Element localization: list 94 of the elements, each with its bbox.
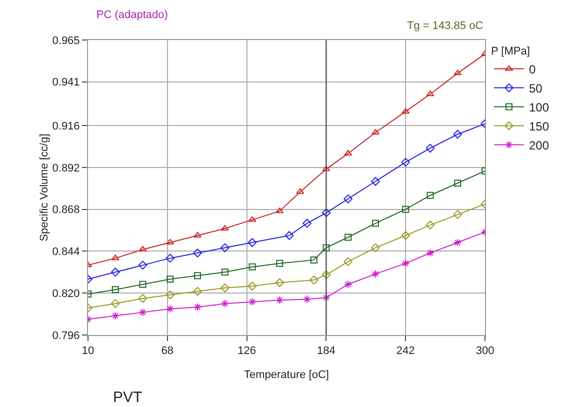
point: [426, 220, 435, 230]
point: [139, 280, 146, 288]
point: [344, 194, 352, 204]
point: [310, 256, 318, 264]
legend-label: 50: [528, 81, 543, 96]
point: [322, 244, 330, 252]
point: [193, 302, 202, 312]
point: [221, 268, 228, 276]
point: [454, 70, 462, 76]
point: [110, 299, 120, 308]
legend-title: P [MPa]: [490, 45, 530, 58]
point: [401, 231, 410, 240]
point: [111, 254, 120, 260]
x-axis-title: Temperature [oC]: [244, 369, 329, 381]
point: [371, 176, 380, 186]
x-tick-label: 300: [476, 345, 494, 358]
point: [302, 218, 312, 228]
point: [371, 243, 380, 252]
point: [248, 263, 256, 270]
point: [220, 283, 230, 292]
y-tick-label: 0.868: [52, 204, 80, 216]
point: [193, 286, 202, 296]
point: [220, 243, 230, 252]
point: [371, 270, 380, 278]
point: [402, 206, 410, 213]
point: [426, 192, 434, 199]
x-tick-label: 10: [82, 345, 94, 358]
y-tick-label: 0.820: [52, 288, 80, 300]
point: [275, 278, 284, 288]
point: [309, 276, 318, 284]
point: [138, 246, 147, 252]
point: [138, 294, 148, 303]
point: [344, 280, 352, 288]
point: [372, 220, 379, 227]
point: [248, 282, 257, 291]
point: [402, 108, 410, 114]
point: [166, 238, 174, 244]
point: [112, 286, 119, 294]
point: [453, 130, 462, 139]
point: [302, 295, 312, 304]
legend-label: 150: [528, 119, 550, 134]
point: [401, 158, 410, 167]
point: [110, 268, 120, 277]
point: [454, 180, 462, 187]
point: [276, 296, 284, 304]
point: [194, 272, 202, 280]
chart-title: PC (adaptado): [96, 8, 168, 21]
x-tick-label: 184: [317, 345, 336, 358]
point: [426, 90, 434, 96]
point: [166, 254, 175, 263]
point: [344, 234, 352, 241]
y-axis-title: Specific Volume [cc/g]: [38, 134, 50, 242]
point: [166, 304, 174, 313]
point: [322, 270, 331, 280]
point: [138, 308, 147, 316]
y-tick-label: 0.965: [52, 34, 80, 47]
x-tick-label: 68: [161, 345, 174, 358]
point: [344, 257, 352, 266]
point: [193, 248, 202, 258]
point: [426, 248, 434, 258]
x-tick-label: 242: [396, 345, 415, 358]
point: [276, 208, 284, 214]
point: [453, 210, 462, 219]
point: [296, 188, 304, 194]
point: [248, 216, 256, 222]
point: [322, 208, 331, 218]
point: [248, 238, 257, 247]
text: Tg = 143.85 oC: [407, 20, 484, 32]
point: [248, 298, 256, 306]
legend-label: 200: [528, 138, 550, 152]
y-tick-label: 0.796: [52, 330, 80, 342]
text: PVT: [113, 389, 142, 406]
point: [454, 238, 462, 247]
point: [322, 294, 330, 302]
point: [322, 166, 330, 172]
y-tick-label: 0.892: [52, 162, 80, 174]
point: [284, 231, 294, 240]
y-tick-label: 0.916: [52, 120, 80, 132]
point: [402, 259, 410, 268]
y-tick-label: 0.844: [52, 246, 80, 258]
legend-label: 100: [528, 100, 550, 114]
legend-label: 0: [528, 62, 536, 76]
point: [111, 312, 120, 320]
point: [372, 129, 380, 135]
y-tick-label: 0.941: [52, 76, 80, 89]
point: [166, 276, 174, 283]
point: [138, 260, 148, 270]
point: [220, 299, 229, 308]
point: [344, 150, 352, 156]
point: [220, 225, 229, 231]
point: [166, 290, 175, 300]
x-tick-label: 126: [238, 345, 256, 358]
point: [426, 144, 435, 153]
point: [276, 260, 284, 267]
